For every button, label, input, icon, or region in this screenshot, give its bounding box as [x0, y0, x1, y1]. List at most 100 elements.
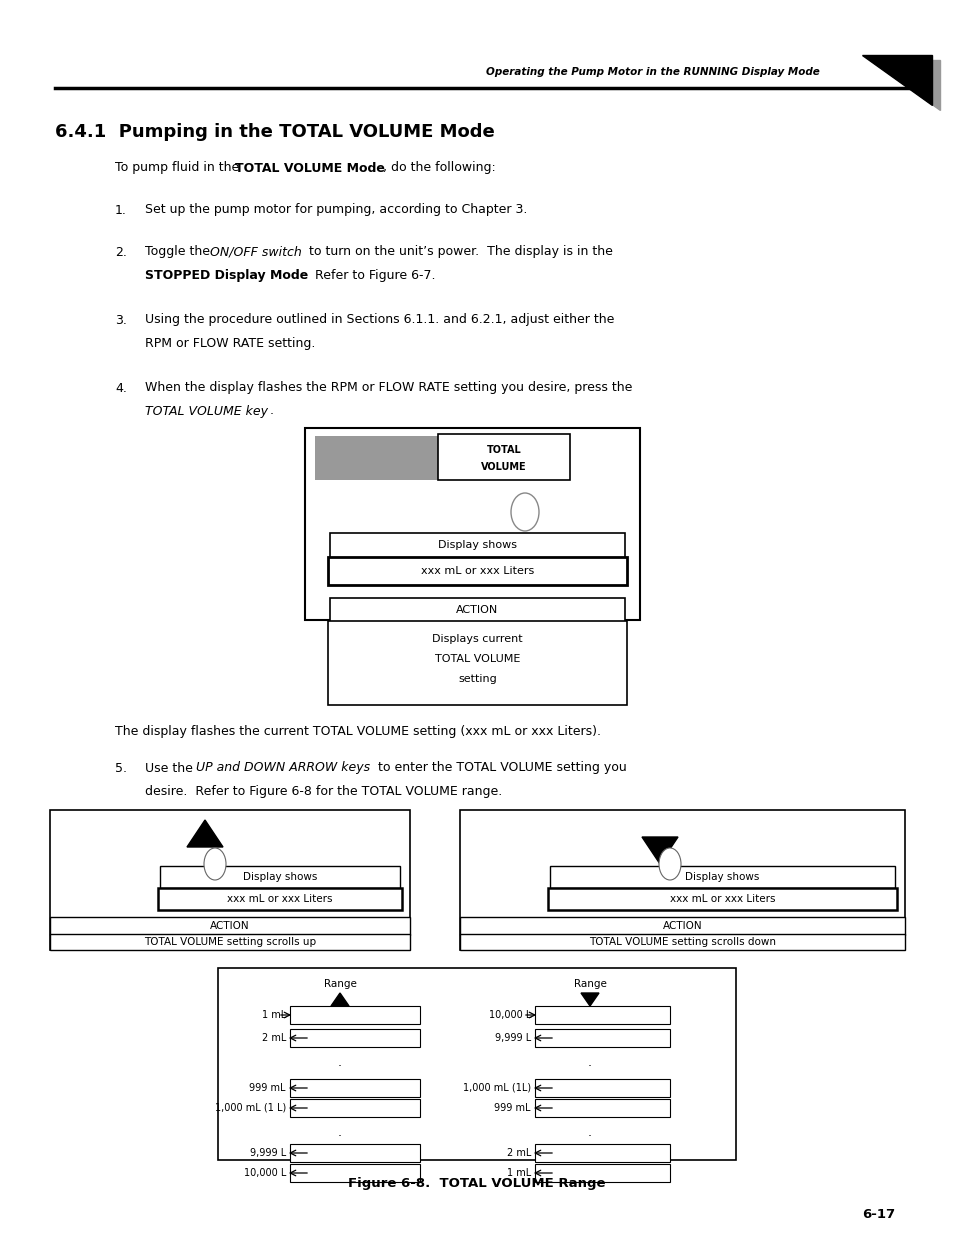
Text: .  Refer to Figure 6-7.: . Refer to Figure 6-7.: [303, 268, 435, 282]
Bar: [535, 1029, 669, 1047]
Ellipse shape: [204, 848, 226, 881]
Polygon shape: [862, 56, 931, 105]
Text: Use the: Use the: [145, 762, 196, 774]
Text: ACTION: ACTION: [662, 921, 701, 931]
Polygon shape: [580, 993, 598, 1007]
Text: .: .: [337, 1056, 341, 1070]
Text: UP and DOWN ARROW keys: UP and DOWN ARROW keys: [195, 762, 370, 774]
Ellipse shape: [659, 848, 680, 881]
Text: .: .: [587, 1126, 592, 1140]
Text: 999 mL: 999 mL: [250, 1083, 286, 1093]
Bar: [437, 433, 569, 480]
Text: The display flashes the current TOTAL VOLUME setting (xxx mL or xxx Liters).: The display flashes the current TOTAL VO…: [115, 725, 600, 739]
Text: .: .: [270, 405, 274, 417]
Text: 9,999 L: 9,999 L: [495, 1032, 531, 1044]
Text: 1 mL: 1 mL: [506, 1168, 531, 1178]
Bar: [535, 1007, 669, 1024]
Text: desire.  Refer to Figure 6-8 for the TOTAL VOLUME range.: desire. Refer to Figure 6-8 for the TOTA…: [145, 784, 501, 798]
Bar: [290, 1029, 419, 1047]
Bar: [290, 1165, 419, 1182]
Text: TOTAL VOLUME: TOTAL VOLUME: [435, 655, 519, 664]
Bar: [160, 866, 399, 888]
Text: .: .: [337, 1126, 341, 1140]
Text: Toggle the: Toggle the: [145, 246, 213, 258]
Text: 2 mL: 2 mL: [506, 1149, 531, 1158]
Text: 6-17: 6-17: [861, 1209, 894, 1221]
Text: Range: Range: [573, 979, 606, 989]
Text: Displays current: Displays current: [432, 634, 522, 643]
Text: TOTAL VOLUME setting scrolls down: TOTAL VOLUME setting scrolls down: [588, 937, 775, 947]
Bar: [328, 621, 626, 705]
Text: ✋: ✋: [523, 496, 536, 517]
Text: 6.4.1  Pumping in the TOTAL VOLUME Mode: 6.4.1 Pumping in the TOTAL VOLUME Mode: [55, 124, 495, 141]
Text: TOTAL VOLUME key: TOTAL VOLUME key: [145, 405, 268, 417]
Text: 10,000 L: 10,000 L: [488, 1010, 531, 1020]
Text: 1,000 mL (1 L): 1,000 mL (1 L): [214, 1103, 286, 1113]
Polygon shape: [331, 993, 349, 1007]
Bar: [305, 429, 639, 620]
Text: Display shows: Display shows: [437, 541, 517, 551]
Polygon shape: [187, 820, 223, 847]
Text: 1 mL: 1 mL: [261, 1010, 286, 1020]
Text: to enter the TOTAL VOLUME setting you: to enter the TOTAL VOLUME setting you: [374, 762, 626, 774]
Text: ACTION: ACTION: [456, 605, 498, 615]
Text: xxx mL or xxx Liters: xxx mL or xxx Liters: [227, 894, 333, 904]
Text: .: .: [587, 1056, 592, 1070]
Text: TOTAL VOLUME Mode: TOTAL VOLUME Mode: [234, 162, 384, 174]
Text: ON/OFF switch: ON/OFF switch: [210, 246, 301, 258]
Bar: [459, 810, 904, 950]
Text: Figure 6-8.  TOTAL VOLUME Range: Figure 6-8. TOTAL VOLUME Range: [348, 1177, 605, 1189]
Text: 2.: 2.: [115, 246, 127, 258]
Text: Display shows: Display shows: [684, 872, 759, 882]
Text: 1,000 mL (1L): 1,000 mL (1L): [462, 1083, 531, 1093]
Text: 4.: 4.: [115, 382, 127, 394]
Text: Using the procedure outlined in Sections 6.1.1. and 6.2.1, adjust either the: Using the procedure outlined in Sections…: [145, 314, 614, 326]
Bar: [535, 1079, 669, 1097]
Bar: [459, 918, 904, 935]
Bar: [290, 1007, 419, 1024]
Text: xxx mL or xxx Liters: xxx mL or xxx Liters: [420, 566, 534, 576]
Text: setting: setting: [457, 674, 497, 684]
Text: TOTAL VOLUME setting scrolls up: TOTAL VOLUME setting scrolls up: [144, 937, 315, 947]
Text: 10,000 L: 10,000 L: [243, 1168, 286, 1178]
Text: xxx mL or xxx Liters: xxx mL or xxx Liters: [669, 894, 775, 904]
Bar: [535, 1144, 669, 1162]
Text: 3.: 3.: [115, 314, 127, 326]
Text: 5.: 5.: [115, 762, 127, 774]
Bar: [550, 866, 894, 888]
Text: Set up the pump motor for pumping, according to Chapter 3.: Set up the pump motor for pumping, accor…: [145, 204, 527, 216]
Text: , do the following:: , do the following:: [382, 162, 496, 174]
Text: 1.: 1.: [115, 204, 127, 216]
Bar: [290, 1099, 419, 1116]
Text: 9,999 L: 9,999 L: [250, 1149, 286, 1158]
Polygon shape: [869, 61, 939, 110]
Text: VOLUME: VOLUME: [480, 462, 526, 472]
Bar: [535, 1165, 669, 1182]
Text: Range: Range: [323, 979, 356, 989]
Text: TOTAL: TOTAL: [486, 445, 521, 454]
Text: To pump fluid in the: To pump fluid in the: [115, 162, 243, 174]
Bar: [459, 934, 904, 950]
Bar: [330, 534, 624, 558]
Bar: [50, 934, 410, 950]
Text: to turn on the unit’s power.  The display is in the: to turn on the unit’s power. The display…: [305, 246, 612, 258]
Bar: [290, 1079, 419, 1097]
Text: Operating the Pump Motor in the RUNNING Display Mode: Operating the Pump Motor in the RUNNING …: [486, 67, 820, 77]
Bar: [535, 1099, 669, 1116]
Text: Display shows: Display shows: [243, 872, 316, 882]
Bar: [547, 888, 896, 910]
Bar: [50, 810, 410, 950]
Bar: [328, 557, 626, 585]
Bar: [314, 436, 439, 480]
Bar: [50, 918, 410, 935]
Text: ACTION: ACTION: [210, 921, 250, 931]
Text: STOPPED Display Mode: STOPPED Display Mode: [145, 268, 308, 282]
Polygon shape: [641, 837, 678, 864]
Ellipse shape: [511, 493, 538, 531]
Text: When the display flashes the RPM or FLOW RATE setting you desire, press the: When the display flashes the RPM or FLOW…: [145, 382, 632, 394]
Bar: [218, 968, 735, 1160]
Text: RPM or FLOW RATE setting.: RPM or FLOW RATE setting.: [145, 336, 315, 350]
Text: 999 mL: 999 mL: [494, 1103, 531, 1113]
Text: 2 mL: 2 mL: [261, 1032, 286, 1044]
Bar: [330, 598, 624, 622]
